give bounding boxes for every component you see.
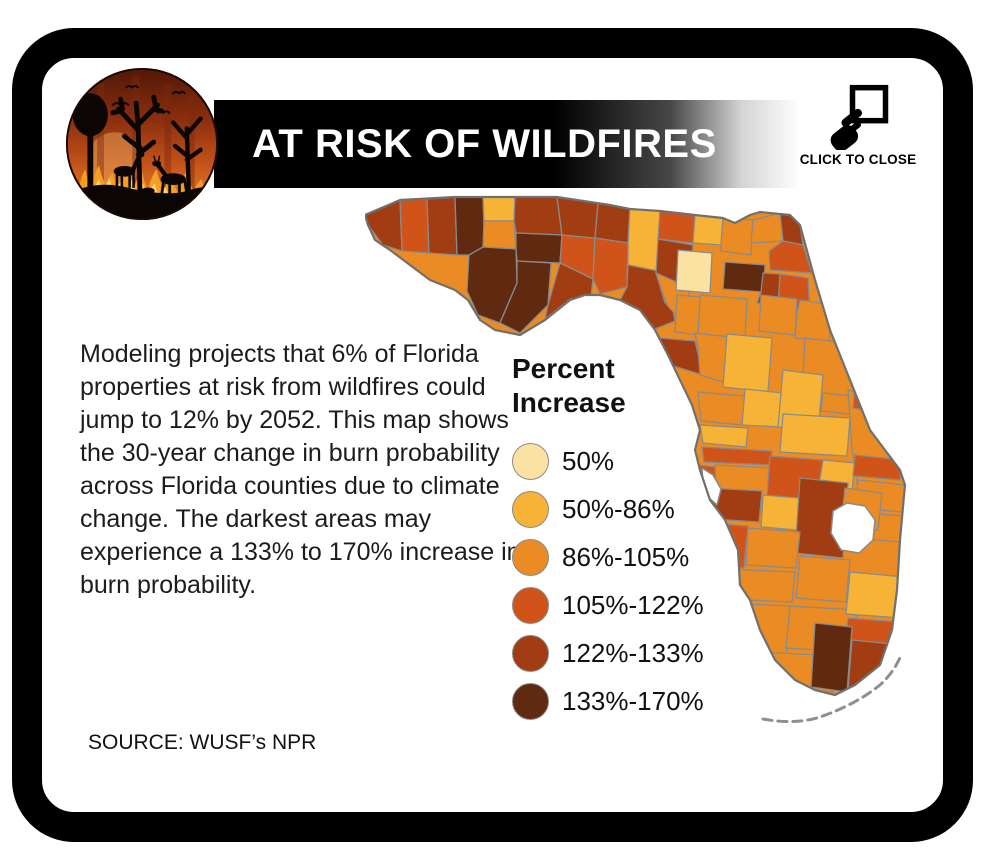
description-text: Modeling projects that 6% of Florida pro… bbox=[80, 340, 521, 599]
legend-label: 122%-133% bbox=[562, 637, 704, 668]
florida-choropleth-map bbox=[365, 195, 907, 724]
legend-rows: 50% 50%-86% 86%-105% 105%-122% 122%-133% 133%… bbox=[512, 437, 704, 725]
legend-swatch bbox=[512, 490, 549, 528]
county-region-r61 bbox=[795, 555, 851, 603]
county-region-r39 bbox=[741, 388, 784, 428]
title-banner: AT RISK OF WILDFIRES bbox=[214, 100, 800, 188]
county-region-r03 bbox=[426, 197, 458, 256]
page-title: AT RISK OF WILDFIRES bbox=[252, 121, 717, 166]
legend-swatch bbox=[512, 538, 549, 576]
county-region-r26 bbox=[675, 249, 713, 294]
county-region-r38 bbox=[697, 391, 746, 426]
county-region-r27 bbox=[722, 261, 766, 293]
source-attribution: SOURCE: WUSF’s NPR bbox=[88, 731, 317, 754]
county-region-r15 bbox=[592, 237, 629, 295]
county-region-r22 bbox=[720, 217, 754, 256]
legend-label: 133%-170% bbox=[562, 685, 704, 716]
county-region-r67 bbox=[810, 622, 853, 693]
close-target-square bbox=[849, 84, 889, 124]
legend-label: 105%-122% bbox=[562, 589, 704, 620]
lake-okeechobee bbox=[830, 502, 876, 554]
county-region-r05 bbox=[482, 197, 516, 222]
county-region-r51 bbox=[852, 454, 903, 481]
deer-walking bbox=[152, 155, 189, 197]
legend-swatch bbox=[512, 682, 549, 720]
county-region-r09 bbox=[515, 232, 563, 264]
fawn-lying bbox=[141, 187, 155, 195]
pointer-hand-icon bbox=[830, 108, 862, 150]
birds bbox=[111, 85, 186, 115]
wildfire-scene-art bbox=[65, 67, 219, 221]
county-region-r41 bbox=[820, 392, 853, 415]
county-region-r31 bbox=[697, 294, 748, 339]
legend-swatch bbox=[512, 586, 549, 624]
county-region-r10 bbox=[499, 260, 552, 334]
county-region-r55 bbox=[760, 494, 801, 531]
county-region-r62 bbox=[704, 601, 791, 659]
county-region-r06 bbox=[482, 220, 517, 250]
county-region-r25 bbox=[768, 240, 813, 274]
county-region-r07 bbox=[513, 197, 563, 236]
legend-item: 50% bbox=[512, 437, 704, 485]
legend-item: 122%-133% bbox=[512, 629, 704, 677]
county-region-r43 bbox=[699, 424, 749, 448]
county-region-r16 bbox=[627, 206, 661, 272]
legend-title: Percent Increase bbox=[512, 353, 626, 418]
legend-label: 86%-105% bbox=[562, 541, 690, 572]
county-region-r35 bbox=[722, 333, 773, 393]
coastline-outline bbox=[365, 195, 907, 697]
tree-left bbox=[72, 93, 108, 191]
legend-swatch bbox=[512, 634, 549, 672]
map-legend: Percent Increase 50% 50%-86% 86%-105% 105%-… bbox=[512, 352, 704, 725]
county-region-r59 bbox=[745, 527, 801, 569]
legend-item: 50%-86% bbox=[512, 485, 704, 533]
click-to-close-button[interactable]: CLICK TO CLOSE bbox=[798, 84, 918, 186]
legend-item: 133%-170% bbox=[512, 677, 704, 725]
county-region-r02 bbox=[399, 198, 430, 254]
county-region-r30 bbox=[758, 294, 798, 336]
county-region-r42 bbox=[779, 413, 851, 457]
click-to-close-icon bbox=[830, 84, 889, 150]
legend-label: 50%-86% bbox=[562, 493, 675, 524]
county-region-r32 bbox=[674, 294, 701, 336]
county-region-r19 bbox=[692, 214, 724, 246]
deer-standing bbox=[113, 145, 145, 188]
legend-item: 86%-105% bbox=[512, 533, 704, 581]
click-to-close-label: CLICK TO CLOSE bbox=[799, 152, 917, 167]
county-region-r17 bbox=[657, 210, 696, 244]
tree-right bbox=[171, 116, 203, 195]
legend-swatch bbox=[512, 442, 549, 480]
florida-keys-chain bbox=[761, 653, 903, 724]
wildfire-illustration bbox=[64, 66, 220, 222]
legend-label: 50% bbox=[562, 445, 615, 476]
legend-item: 105%-122% bbox=[512, 581, 704, 629]
